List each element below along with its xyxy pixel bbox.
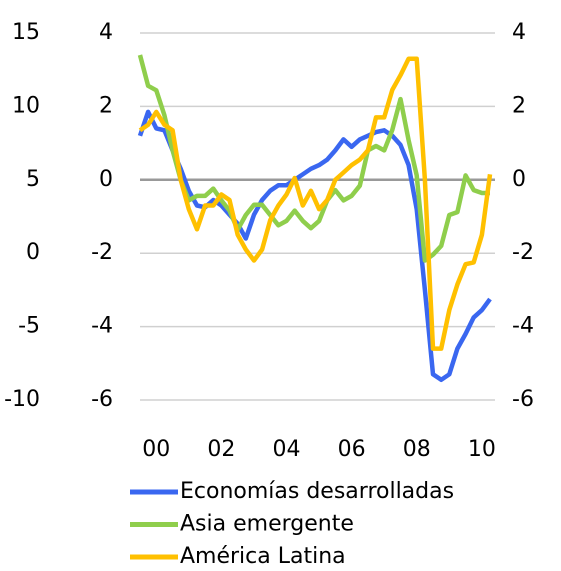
y2-tick-label-left: -6: [91, 387, 113, 412]
x-tick-label: 02: [207, 437, 235, 462]
y2-tick-label-left: 4: [99, 20, 113, 45]
y2-tick-label-right: 0: [512, 167, 526, 192]
y-tick-label: 0: [26, 240, 40, 265]
x-tick-label: 04: [273, 437, 301, 462]
legend-label: Asia emergente: [180, 512, 354, 537]
y2-tick-label-left: 0: [99, 167, 113, 192]
x-tick-label: 08: [403, 437, 431, 462]
y2-tick-label-right: -6: [512, 387, 534, 412]
y2-tick-label-left: -4: [91, 314, 113, 339]
y2-tick-label-left: -2: [91, 240, 113, 265]
x-tick-label: 10: [468, 437, 496, 462]
y-tick-label: 5: [26, 167, 40, 192]
series-line: [137, 109, 492, 383]
x-tick-label: 00: [142, 437, 170, 462]
series-line: [137, 54, 490, 263]
y2-tick-label-right: -4: [512, 314, 534, 339]
y-tick-label: 15: [12, 20, 40, 45]
y-tick-label: -10: [4, 387, 40, 412]
legend-label: América Latina: [180, 544, 346, 569]
y2-tick-label-left: 2: [99, 93, 113, 118]
y-tick-label: -5: [18, 314, 40, 339]
series-line: [138, 56, 493, 351]
legend-label: Economías desarrolladas: [180, 479, 454, 504]
x-tick-label: 06: [338, 437, 366, 462]
y2-tick-label-right: -2: [512, 240, 534, 265]
y2-tick-label-right: 2: [512, 93, 526, 118]
y2-tick-label-right: 4: [512, 20, 526, 45]
y-tick-label: 10: [12, 93, 40, 118]
